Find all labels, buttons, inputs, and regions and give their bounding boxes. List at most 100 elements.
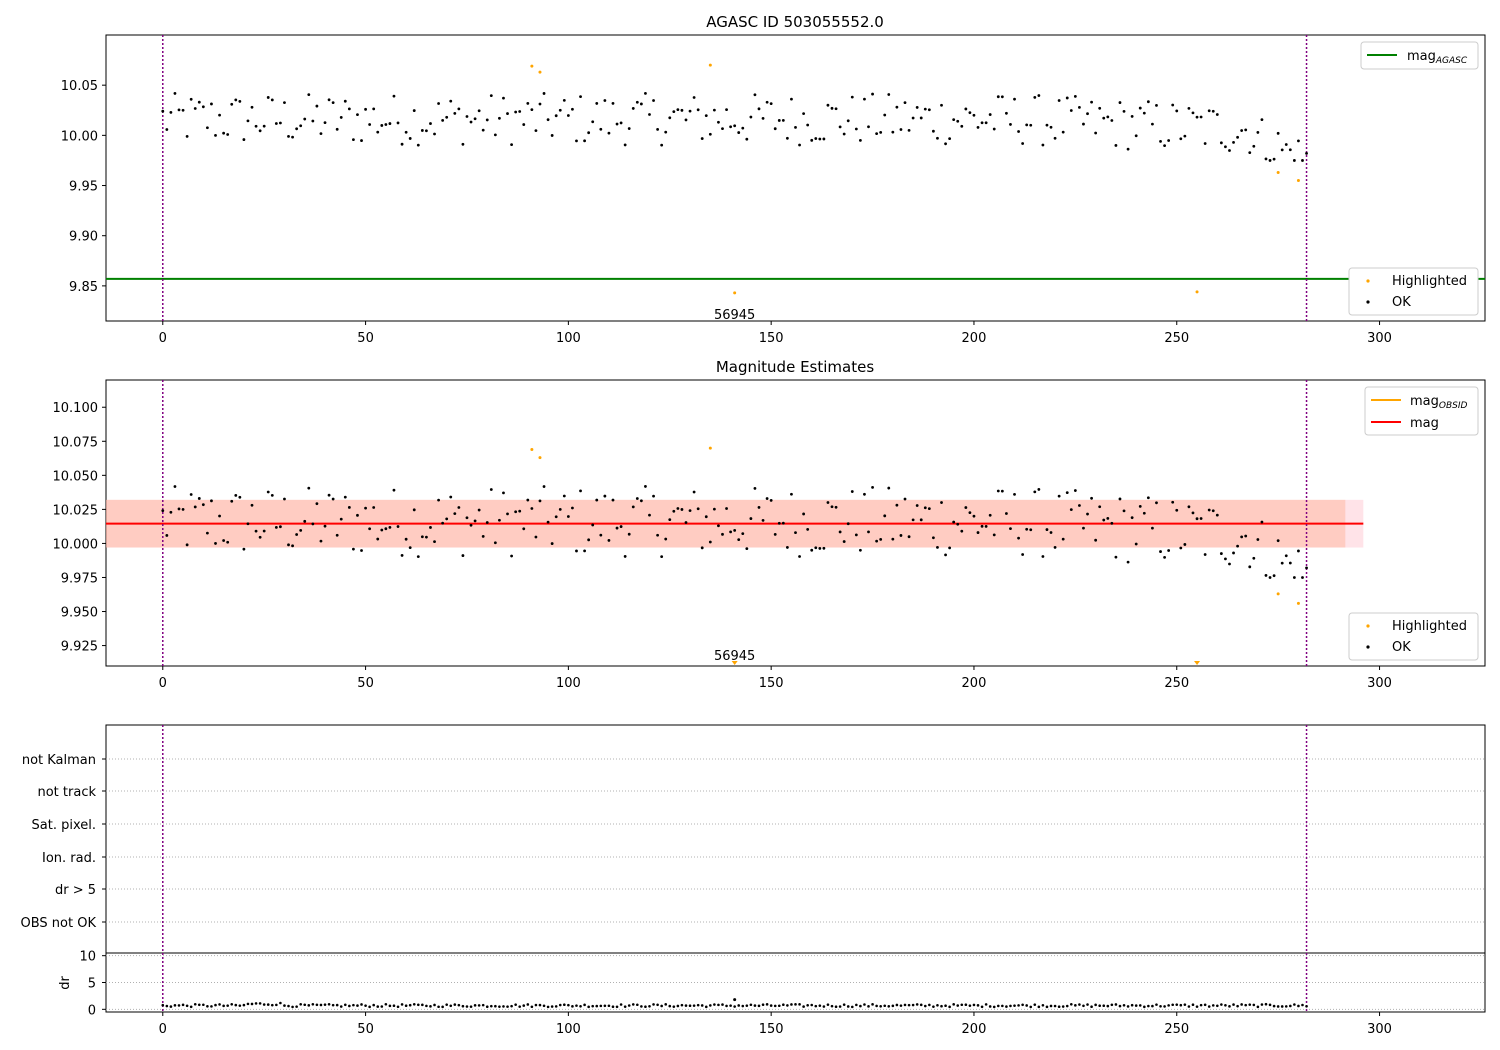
panel2-ok-point (745, 547, 749, 551)
panel2-ytick-label: 9.950 (61, 606, 98, 621)
panel2-clipped-marker (731, 661, 738, 665)
dr-point (1025, 1004, 1028, 1007)
panel2-ok-point (489, 488, 493, 491)
panel1-ok-point (627, 127, 631, 130)
dr-point (408, 1003, 412, 1007)
panel1-ok-point (822, 137, 826, 141)
panel1-ok-point (607, 131, 611, 135)
dr-point (1284, 1005, 1288, 1008)
dr-point (1191, 1003, 1195, 1007)
panel2-ok-point (595, 498, 599, 502)
panel2-ok-point (1053, 545, 1057, 549)
panel2-ok-point (956, 522, 960, 526)
panel2-xtick-label: 0 (159, 676, 167, 691)
dr-point (696, 1003, 700, 1007)
dr-point (1187, 1005, 1191, 1008)
panel2-ok-point (502, 491, 505, 495)
panel2-ok-point (846, 522, 850, 526)
dr-point (388, 1004, 392, 1008)
dr-point (1236, 1004, 1239, 1008)
dr-point (1183, 1003, 1187, 1006)
dr-point (514, 1003, 517, 1006)
dr-point (210, 1005, 213, 1008)
dr-point (335, 1003, 339, 1007)
dr-point (1272, 1004, 1276, 1008)
panel2-ok-point (863, 492, 866, 496)
dr-point (579, 1004, 582, 1008)
panel3-xtick-label: 50 (357, 1022, 374, 1037)
dr-point (356, 1004, 359, 1007)
panel2-ok-point (364, 506, 367, 510)
panel1-ok-point (996, 95, 1000, 99)
panel1-ok-point (1224, 145, 1227, 149)
panel1-ok-point (725, 108, 728, 112)
dr-point (1074, 1004, 1077, 1007)
panel2-ok-point (915, 504, 919, 507)
dr-point (903, 1003, 907, 1007)
dr-point (1280, 1005, 1284, 1008)
panel2-ok-point (583, 549, 586, 553)
panel2-ok-point (380, 528, 384, 532)
panel2-ok-point (181, 507, 185, 511)
panel1-ok-point (794, 125, 797, 129)
panel1-ok-point (1029, 123, 1033, 127)
panel1-ok-point (571, 107, 574, 111)
panel2-ok-point (522, 527, 526, 531)
panel2-ok-point (461, 554, 465, 557)
panel2-xtick-label: 300 (1367, 676, 1392, 691)
dr-point (773, 1004, 777, 1008)
panel1-ok-point (603, 99, 607, 102)
panel2-ok-point (161, 509, 165, 513)
panel1-ok-point (907, 128, 911, 132)
panel3-xtick-label: 200 (962, 1022, 987, 1037)
panel1-ok-point (846, 119, 850, 123)
dr-point (197, 1003, 201, 1007)
panel2-ok-point (919, 518, 923, 522)
panel1-ok-point (1183, 134, 1187, 138)
panel1-ok-point (205, 126, 209, 130)
dr-point (485, 1005, 489, 1008)
panel2-ok-point (469, 523, 473, 527)
panel1-ok-point (826, 103, 830, 107)
dr-point (664, 1003, 668, 1006)
panel2-ok-point (875, 539, 879, 543)
dr-point (1260, 1003, 1264, 1006)
panel1-ok-point (1130, 114, 1134, 118)
panel1-ok-point (785, 136, 789, 140)
panel1-ok-point (968, 111, 972, 115)
panel1-ok-point (270, 98, 274, 102)
panel1-ok-point (704, 114, 708, 118)
panel2-ok-point (376, 537, 380, 541)
dr-point (846, 1005, 850, 1008)
panel1-ok-point (867, 125, 870, 129)
panel1-ok-point (506, 112, 509, 115)
panel1-ok-point (631, 107, 635, 110)
panel1-ok-point (984, 121, 988, 125)
panel1-ok-point (360, 139, 363, 142)
panel2-ok-point (785, 546, 789, 549)
panel1-ok-point (1264, 157, 1268, 161)
dr-point (1228, 1005, 1231, 1008)
panel1-ok-point (335, 127, 339, 131)
dr-point (928, 1003, 931, 1007)
dr-point (307, 1004, 311, 1007)
legend-highlighted-marker (1366, 279, 1370, 283)
panel2-ok-point (1061, 537, 1065, 541)
panel1-ok-point (453, 111, 457, 115)
dr-point (1252, 1003, 1256, 1007)
panel2-ok-point (477, 508, 481, 512)
panel1-ok-point (895, 105, 899, 109)
dr-point (181, 1003, 185, 1007)
panel2-ok-point (396, 525, 400, 528)
panel1-ok-point (611, 101, 615, 105)
dr-point (546, 1005, 550, 1009)
dr-point (887, 1005, 891, 1008)
dr-point (741, 1004, 745, 1008)
dr-point (595, 1004, 599, 1008)
panel1-ok-point (388, 122, 392, 125)
legend2-ok-marker (1366, 645, 1370, 649)
panel2-ok-point (1252, 556, 1256, 560)
panel2-ok-point (830, 505, 834, 509)
dr-point (956, 1004, 960, 1007)
panel1-ok-point (802, 112, 806, 116)
